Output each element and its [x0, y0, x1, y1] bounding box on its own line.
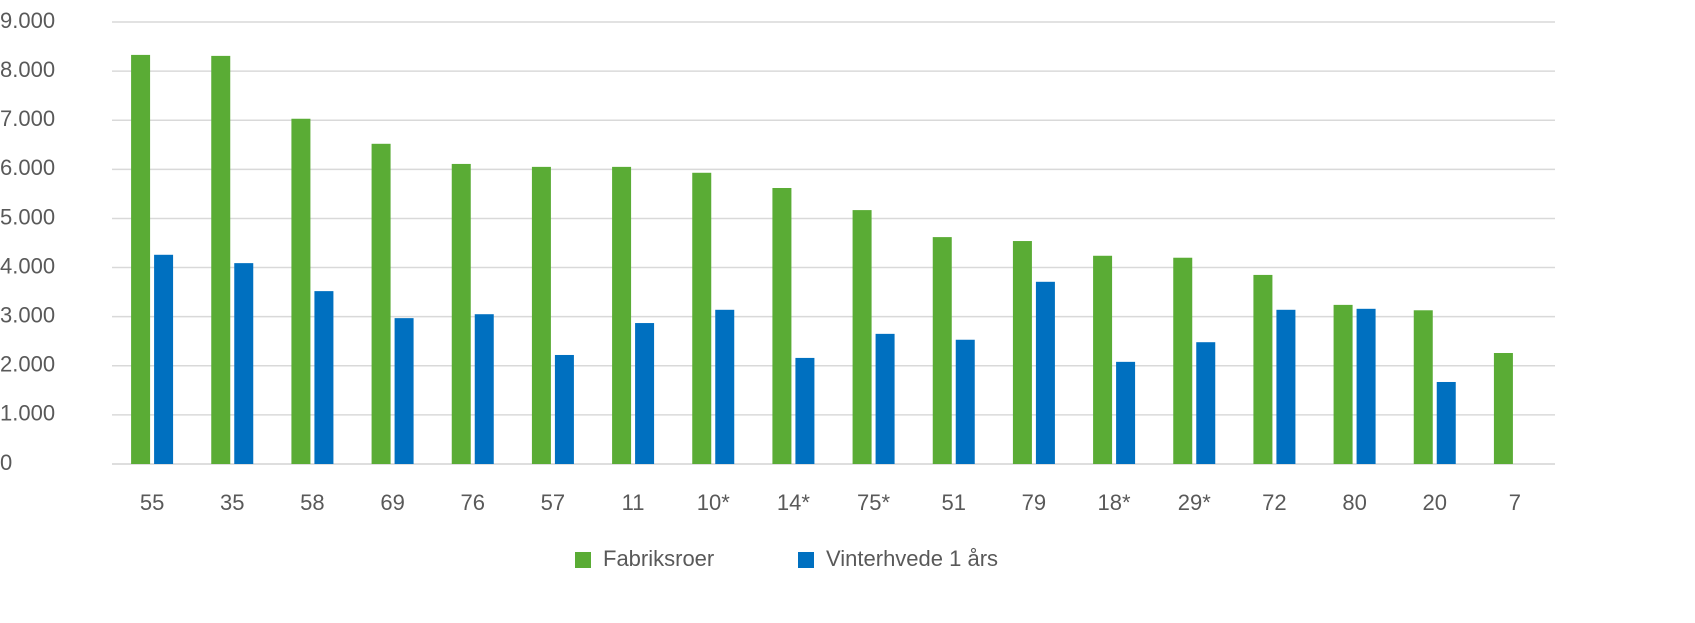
y-tick-label: 8.000: [0, 57, 55, 82]
y-tick-label: 0: [0, 450, 12, 475]
bar: [234, 263, 254, 464]
bar: [474, 314, 494, 464]
x-tick-label: 79: [1022, 490, 1046, 515]
bar: [1012, 241, 1032, 464]
bar: [554, 354, 574, 464]
legend-label: Vinterhvede 1 års: [826, 546, 998, 571]
x-tick-label: 58: [300, 490, 324, 515]
bar: [612, 166, 632, 464]
bar: [932, 237, 952, 464]
bar: [1093, 255, 1113, 464]
bar: [692, 172, 712, 464]
bar: [371, 143, 391, 464]
bar: [635, 323, 655, 464]
bar: [1276, 309, 1296, 464]
bar: [154, 254, 174, 464]
bar: [1356, 308, 1376, 464]
x-tick-label: 29*: [1178, 490, 1211, 515]
bar: [1116, 361, 1136, 464]
x-tick-label: 72: [1262, 490, 1286, 515]
bar: [131, 54, 151, 464]
y-tick-label: 6.000: [0, 155, 55, 180]
x-tick-label: 69: [380, 490, 404, 515]
bar: [451, 163, 471, 465]
y-tick-label: 3.000: [0, 302, 55, 327]
x-tick-label: 18*: [1098, 490, 1131, 515]
y-tick-label: 9.000: [0, 8, 55, 33]
x-tick-label: 51: [942, 490, 966, 515]
bar: [211, 55, 231, 465]
bar: [1333, 304, 1353, 464]
x-tick-label: 80: [1342, 490, 1366, 515]
legend-swatch: [798, 552, 814, 568]
legend-swatch: [575, 552, 591, 568]
y-tick-label: 1.000: [0, 401, 55, 426]
x-tick-label: 57: [541, 490, 565, 515]
x-tick-label: 55: [140, 490, 164, 515]
bar: [531, 166, 551, 464]
bar: [955, 339, 975, 464]
bar: [1413, 310, 1433, 464]
bar: [1253, 274, 1273, 464]
bar: [394, 318, 414, 464]
y-tick-label: 4.000: [0, 253, 55, 278]
bar: [1173, 257, 1193, 464]
bar: [795, 357, 815, 464]
y-tick-label: 7.000: [0, 106, 55, 131]
x-tick-label: 35: [220, 490, 244, 515]
bar: [875, 333, 895, 464]
bar: [852, 210, 872, 464]
x-tick-label: 20: [1423, 490, 1447, 515]
bar: [1196, 342, 1216, 464]
y-tick-label: 2.000: [0, 352, 55, 377]
y-tick-label: 5.000: [0, 204, 55, 229]
x-tick-label: 11: [622, 490, 645, 515]
bar: [1035, 281, 1055, 464]
bar: [1436, 381, 1456, 464]
bar: [291, 118, 311, 464]
bar: [772, 187, 792, 465]
bar: [314, 291, 334, 464]
x-tick-label: 76: [461, 490, 485, 515]
bar: [715, 309, 735, 464]
x-tick-label: 10*: [697, 490, 730, 515]
legend-label: Fabriksroer: [603, 546, 714, 571]
x-tick-label: 14*: [777, 490, 810, 515]
x-tick-label: 7: [1509, 490, 1521, 515]
x-tick-label: 75*: [857, 490, 890, 515]
bar: [1493, 353, 1513, 464]
